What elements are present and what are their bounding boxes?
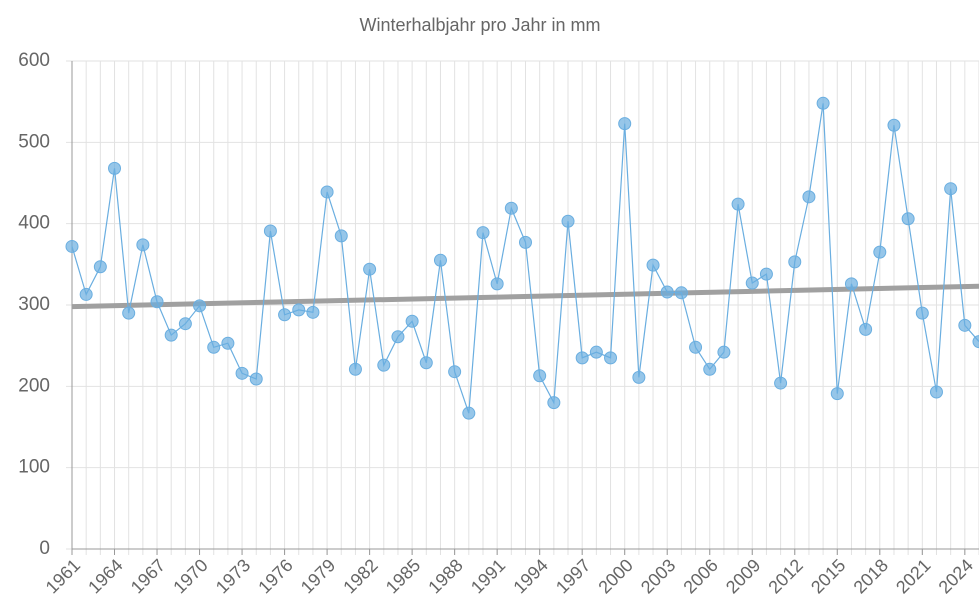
data-point	[717, 345, 731, 359]
data-point	[65, 239, 79, 253]
x-tick-label: 1964	[84, 555, 126, 597]
data-point	[859, 322, 873, 336]
y-tick-label: 200	[18, 375, 50, 396]
x-tick-label: 1982	[339, 555, 381, 597]
data-point	[490, 277, 504, 291]
y-tick-label: 300	[18, 294, 50, 315]
x-tick-label: 2018	[850, 555, 892, 597]
y-tick-label: 0	[39, 538, 50, 559]
data-point	[674, 286, 688, 300]
x-tick-label: 2009	[722, 555, 764, 597]
data-point	[377, 358, 391, 372]
data-point	[944, 182, 958, 196]
data-point	[363, 262, 377, 276]
x-tick-label: 2024	[935, 555, 977, 597]
data-point	[391, 330, 405, 344]
data-point	[235, 366, 249, 380]
data-point	[816, 96, 830, 110]
data-point	[108, 161, 122, 175]
data-point	[433, 253, 447, 267]
data-point	[476, 226, 490, 240]
data-point	[164, 328, 178, 342]
x-tick-label: 1973	[212, 555, 254, 597]
data-point	[759, 267, 773, 281]
data-point	[193, 299, 207, 313]
data-point	[306, 305, 320, 319]
data-point	[150, 295, 164, 309]
data-point	[830, 387, 844, 401]
x-tick-label: 1976	[254, 555, 296, 597]
data-point	[604, 351, 618, 365]
data-point	[405, 314, 419, 328]
x-tick-label: 1985	[382, 555, 424, 597]
data-point	[660, 285, 674, 299]
x-tick-label: 2000	[594, 555, 636, 597]
data-point	[207, 340, 221, 354]
chart-title: Winterhalbjahr pro Jahr in mm	[359, 15, 600, 35]
data-point	[504, 201, 518, 215]
y-tick-label: 100	[18, 457, 50, 478]
data-point	[533, 369, 547, 383]
data-point	[348, 362, 362, 376]
data-point	[788, 255, 802, 269]
data-point	[519, 235, 532, 249]
data-point	[575, 351, 589, 365]
data-point	[774, 376, 788, 390]
x-tick-label: 1961	[42, 555, 84, 597]
data-point	[320, 185, 334, 199]
data-point	[561, 214, 575, 228]
data-point	[589, 345, 603, 359]
data-point	[915, 306, 929, 320]
data-point	[731, 197, 745, 211]
data-point	[448, 365, 462, 379]
data-point	[79, 287, 93, 301]
data-point	[419, 356, 433, 370]
data-point	[844, 277, 858, 291]
data-point	[462, 406, 476, 420]
data-point	[178, 317, 192, 331]
y-tick-label: 400	[18, 213, 50, 234]
data-point	[958, 318, 972, 332]
trend-line	[71, 283, 979, 310]
data-point	[136, 238, 150, 252]
data-point	[221, 336, 235, 350]
x-tick-label: 1967	[127, 555, 169, 597]
data-point	[901, 212, 915, 226]
data-point	[873, 245, 887, 259]
data-point	[703, 362, 717, 376]
data-point	[972, 335, 979, 349]
data-point	[632, 370, 646, 384]
x-tick-label: 2015	[807, 555, 849, 597]
x-tick-label: 1994	[509, 555, 551, 597]
x-tick-label: 2006	[679, 555, 721, 597]
x-tick-label: 1988	[424, 555, 466, 597]
data-point	[929, 385, 943, 399]
y-tick-label: 600	[18, 50, 50, 71]
data-point	[249, 372, 263, 386]
data-point	[887, 118, 901, 132]
data-point	[292, 303, 306, 317]
data-point	[646, 258, 660, 272]
x-tick-label: 1970	[169, 555, 211, 597]
data-point	[278, 308, 292, 322]
data-point	[547, 396, 561, 410]
data-point	[263, 224, 277, 238]
data-point	[122, 306, 136, 320]
data-point	[745, 276, 759, 290]
x-tick-label: 1979	[297, 555, 339, 597]
x-tick-label: 2003	[637, 555, 679, 597]
data-point	[689, 340, 703, 354]
x-tick-label: 2021	[892, 555, 934, 597]
data-point	[802, 190, 816, 204]
x-tick-label: 1997	[552, 555, 594, 597]
data-point	[334, 229, 348, 243]
data-point	[93, 260, 107, 274]
x-tick-label: 1991	[467, 555, 509, 597]
x-tick-label: 2012	[764, 555, 806, 597]
data-point	[618, 117, 632, 131]
y-tick-label: 500	[18, 131, 50, 152]
